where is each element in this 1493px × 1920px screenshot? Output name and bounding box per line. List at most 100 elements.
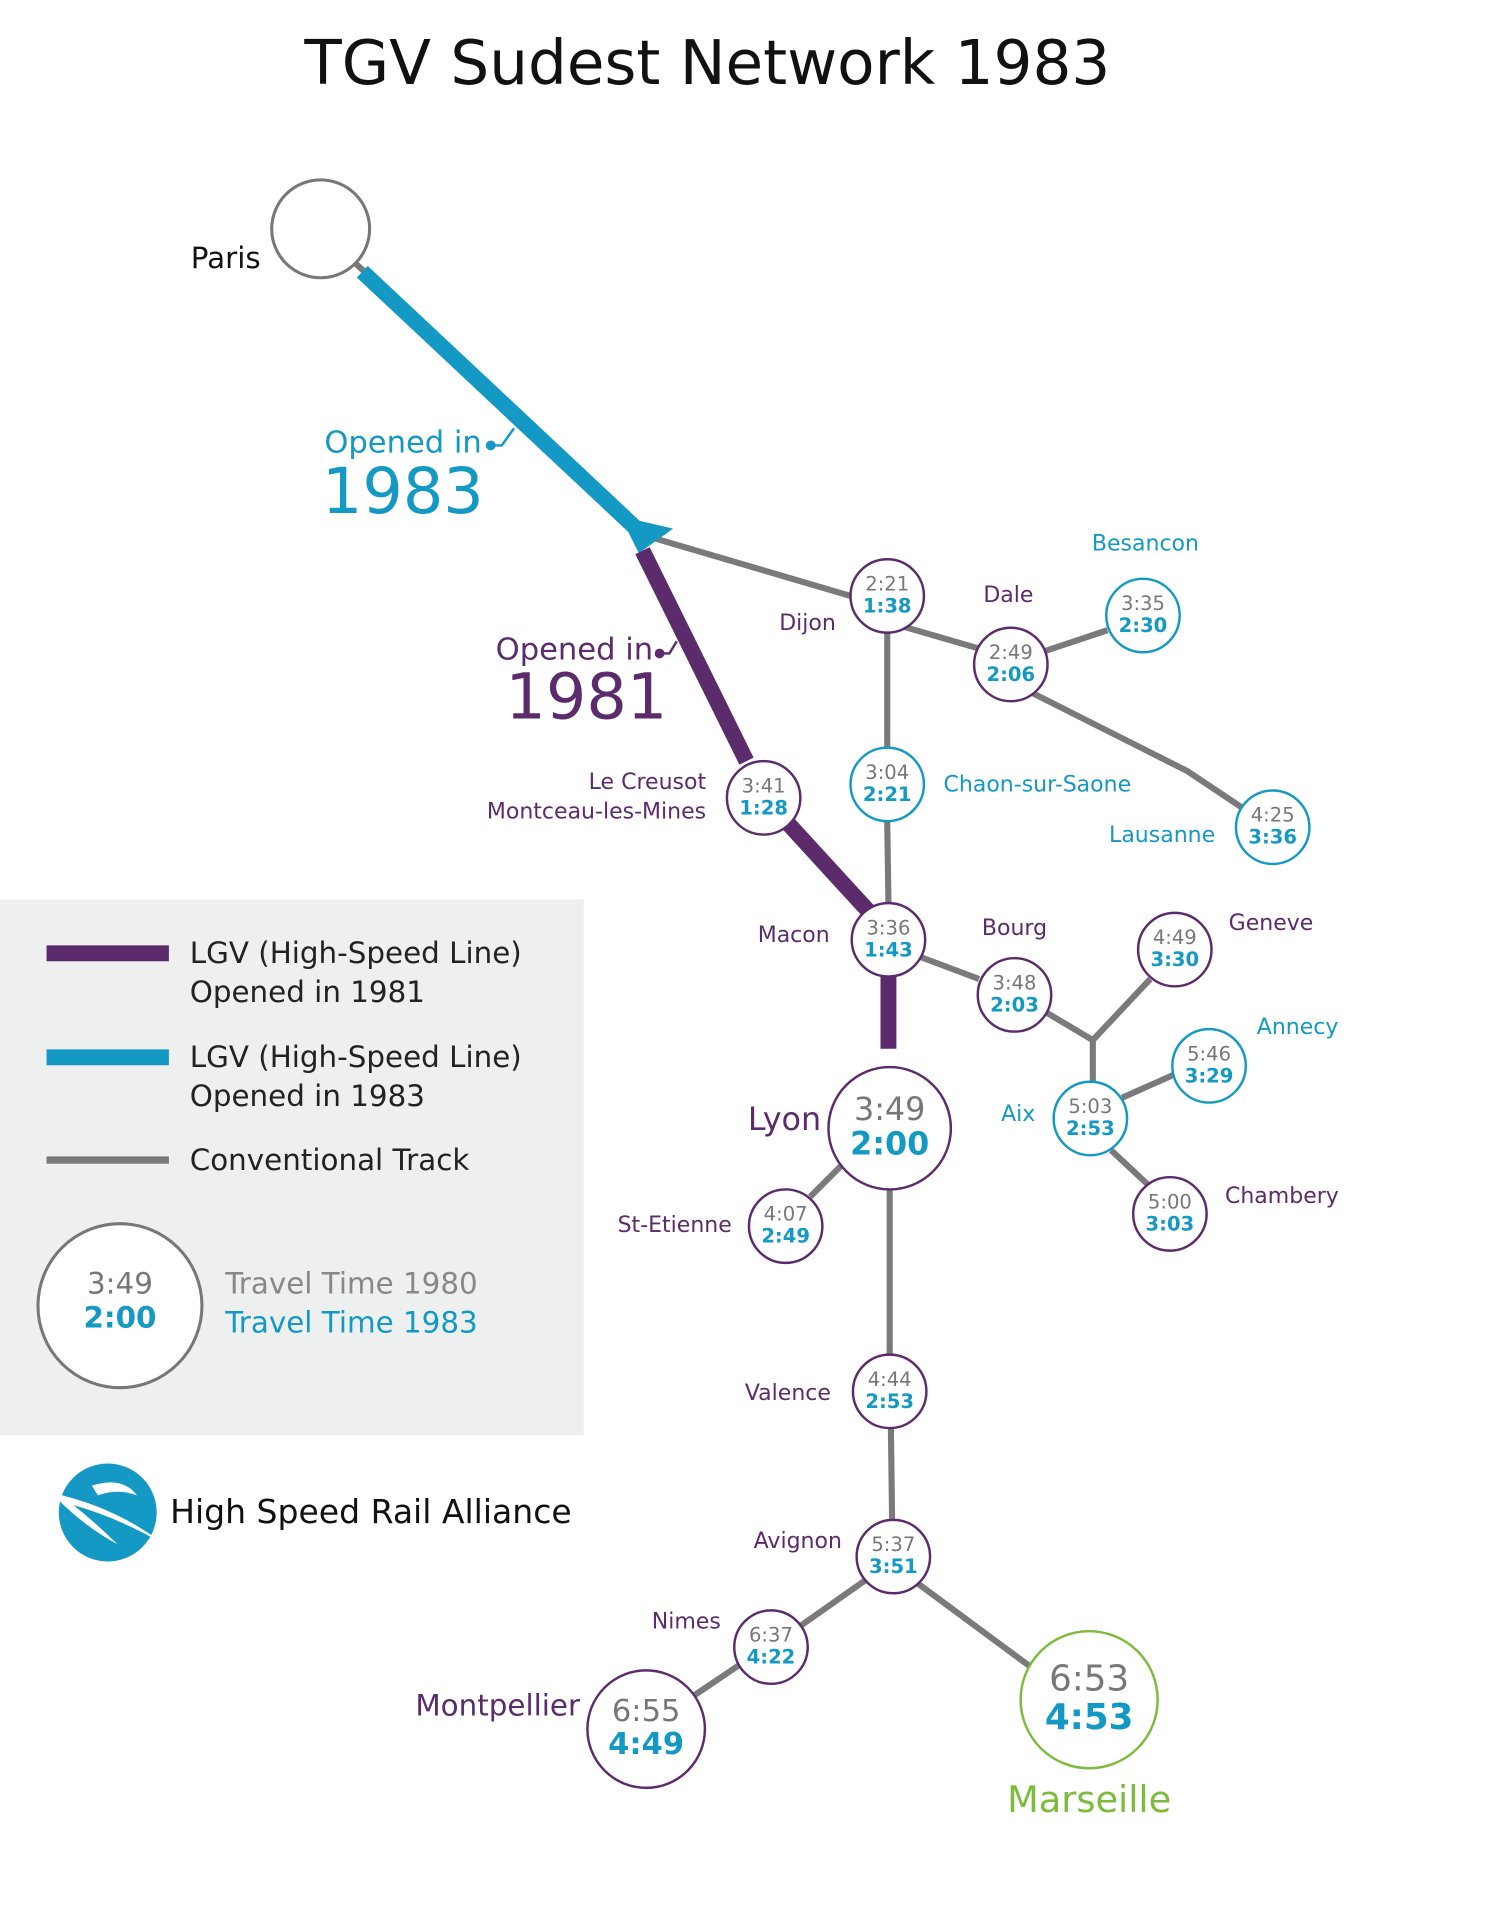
station-circle	[270, 178, 372, 280]
time-1983: 4:53	[1045, 1697, 1134, 1738]
station-name: Besancon	[1092, 532, 1199, 557]
station-circle	[972, 626, 1049, 703]
station-name: Valence	[745, 1381, 831, 1406]
station: Dale 2:492:06	[972, 583, 1049, 703]
station-name: Marseille	[1007, 1778, 1171, 1821]
time-1980: 3:41	[742, 774, 786, 797]
station: Chaon-sur-Saone 3:042:21	[849, 746, 1132, 823]
title: TGV Sudest Network 1983	[303, 28, 1110, 99]
station-name: Le Creusot	[589, 770, 707, 795]
station: Geneve 4:493:30	[1136, 911, 1314, 988]
station-circle	[849, 746, 926, 823]
station-name: Paris	[191, 241, 261, 275]
station-circle	[849, 558, 926, 634]
station-name: Lyon	[748, 1100, 821, 1138]
station-circle	[725, 759, 802, 836]
legend-sample-1983: 2:00	[83, 1301, 156, 1335]
lgv-1981	[635, 547, 897, 1049]
station-circle	[586, 1669, 707, 1790]
station-name: Avignon	[754, 1529, 842, 1554]
legend-sample-circle	[36, 1222, 204, 1390]
station: Nimes 6:374:22	[652, 1609, 809, 1686]
annotation-1981: Opened in 1981	[496, 633, 678, 735]
legend-sublabel: Opened in 1981	[190, 975, 425, 1009]
time-1980: 5:00	[1148, 1190, 1192, 1213]
time-1983: 4:49	[608, 1727, 684, 1762]
legend-label: Conventional Track	[190, 1143, 470, 1177]
annotation-year: 1983	[322, 455, 484, 529]
time-1980: 5:03	[1068, 1095, 1112, 1118]
time-1980: 4:44	[868, 1368, 912, 1391]
station-circle	[1131, 1175, 1208, 1252]
time-1980: 6:37	[749, 1624, 793, 1647]
time-1983: 3:30	[1150, 948, 1199, 971]
time-1980: 6:55	[612, 1694, 681, 1729]
station-circle	[976, 956, 1053, 1033]
station: Lausanne 4:253:36	[1109, 789, 1311, 866]
station-circle	[827, 1065, 953, 1191]
annotation-1983: Opened in 1983	[322, 426, 515, 529]
station: Paris	[191, 178, 372, 280]
leader	[490, 427, 515, 447]
station-circle	[1019, 1629, 1159, 1770]
station-name: Lausanne	[1109, 823, 1215, 848]
station: Valence 4:442:53	[745, 1353, 928, 1430]
station-circle	[1136, 911, 1213, 988]
time-1983: 2:53	[865, 1390, 914, 1413]
time-1983: 2:53	[1066, 1117, 1115, 1140]
logo-bird	[39, 1490, 165, 1545]
legend: LGV (High-Speed Line) Opened in 1981 LGV…	[0, 899, 584, 1436]
station-circle	[850, 901, 927, 978]
station: Dijon 2:211:38	[779, 558, 926, 636]
station-name: Geneve	[1229, 911, 1314, 936]
time-1980: 2:49	[989, 641, 1033, 664]
station-circle	[1052, 1080, 1129, 1157]
time-1980: 4:49	[1153, 926, 1197, 949]
logo-wing	[91, 1482, 138, 1496]
time-1980: 3:04	[865, 761, 909, 784]
station: Chambery 5:003:03	[1131, 1175, 1339, 1252]
time-1983: 4:22	[747, 1646, 796, 1669]
station-name: Chaon-sur-Saone	[944, 773, 1132, 798]
station: Avignon 5:373:51	[754, 1518, 932, 1595]
station-name: Aix	[1001, 1102, 1035, 1127]
station: St-Etienne 4:072:49	[618, 1188, 824, 1265]
legend-label: LGV (High-Speed Line)	[190, 1040, 522, 1074]
annotation-year: 1981	[505, 661, 667, 735]
station-name: Annecy	[1257, 1015, 1339, 1040]
time-1983: 2:49	[761, 1225, 810, 1248]
time-1983: 2:21	[863, 783, 912, 806]
time-1983: 3:29	[1185, 1064, 1234, 1087]
station: Annecy 5:463:29	[1171, 1015, 1339, 1104]
time-1980: 5:37	[871, 1533, 915, 1556]
station-name: Dale	[983, 583, 1033, 608]
station-name: Bourg	[982, 916, 1047, 941]
time-1983: 3:51	[869, 1555, 918, 1578]
time-1980: 4:07	[764, 1203, 808, 1226]
time-1980: 2:21	[865, 572, 909, 595]
legend-label-1980: Travel Time 1980	[224, 1266, 478, 1300]
station: Montpellier 6:554:49	[415, 1669, 707, 1790]
time-1983: 3:36	[1248, 826, 1297, 849]
time-1980: 6:53	[1049, 1659, 1129, 1700]
time-1980: 3:48	[993, 971, 1037, 994]
logo-text: High Speed Rail Alliance	[170, 1492, 572, 1531]
time-1983: 2:30	[1119, 614, 1168, 637]
lgv-1983	[356, 265, 642, 535]
station-name: Nimes	[652, 1610, 721, 1635]
station: Marseille 6:534:53	[1007, 1629, 1171, 1821]
time-1983: 1:43	[864, 938, 913, 961]
station-name: St-Etienne	[618, 1213, 732, 1238]
logo: High Speed Rail Alliance	[39, 1463, 572, 1562]
station-circle	[733, 1609, 809, 1686]
station: Aix 5:032:53	[1001, 1080, 1129, 1157]
junction	[620, 516, 674, 554]
station: Macon 3:361:43	[758, 901, 927, 978]
time-1983: 3:03	[1146, 1212, 1195, 1235]
conventional-track	[350, 258, 1244, 1698]
station: Bourg 3:482:03	[976, 916, 1053, 1033]
station: Lyon 3:492:00	[748, 1065, 953, 1191]
time-1983: 2:00	[850, 1124, 929, 1162]
